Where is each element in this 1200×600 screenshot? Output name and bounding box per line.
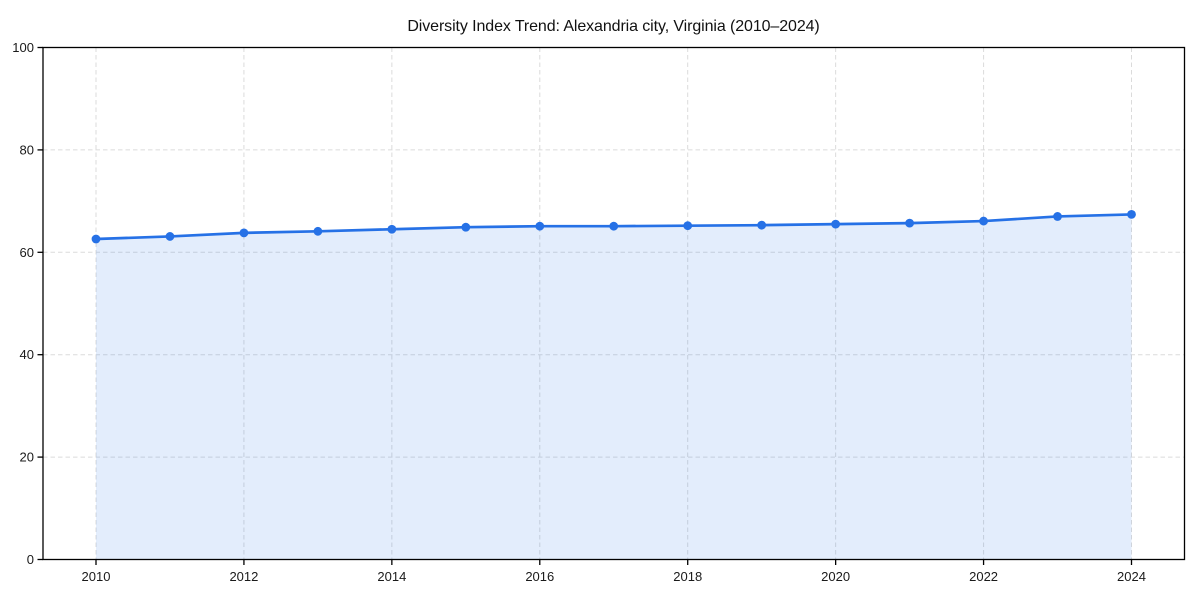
x-tick-label: 2024	[1117, 569, 1146, 584]
data-point-marker	[535, 221, 545, 231]
chart-title: Diversity Index Trend: Alexandria city, …	[407, 18, 820, 35]
data-point-marker	[831, 219, 841, 229]
y-tick-label: 60	[20, 245, 34, 260]
data-point-marker	[609, 221, 619, 231]
x-tick-label: 2020	[821, 569, 850, 584]
data-point-marker	[387, 224, 397, 234]
x-tick-label: 2022	[969, 569, 998, 584]
data-point-marker	[979, 216, 988, 226]
data-point-marker	[757, 220, 767, 230]
data-point-marker	[239, 228, 249, 238]
plot-border	[42, 46, 1186, 561]
data-point-marker	[165, 232, 175, 241]
y-tick-label: 0	[27, 552, 34, 567]
data-point-marker	[683, 221, 693, 231]
data-point-marker	[313, 226, 323, 236]
data-point-marker	[905, 218, 915, 228]
y-tick-label: 40	[20, 347, 34, 362]
x-tick-label: 2012	[229, 569, 258, 584]
data-points	[91, 210, 1136, 244]
data-point-marker	[1053, 212, 1062, 221]
x-axis: 2010 2012 2014 2016 2018 2020 2022 2024	[82, 559, 1146, 584]
y-axis: 0 20 40 60 80 100	[12, 40, 43, 567]
data-point-marker	[91, 234, 101, 244]
x-tick-label: 2016	[525, 569, 554, 584]
area-fill	[96, 214, 1132, 560]
y-tick-label: 20	[20, 450, 34, 465]
y-tick-label: 100	[12, 40, 34, 55]
x-tick-label: 2010	[82, 569, 111, 584]
x-tick-label: 2018	[673, 569, 702, 584]
data-point-marker	[1127, 210, 1136, 219]
data-point-marker	[461, 222, 471, 232]
x-tick-label: 2014	[377, 569, 406, 584]
y-tick-label: 80	[20, 142, 34, 157]
